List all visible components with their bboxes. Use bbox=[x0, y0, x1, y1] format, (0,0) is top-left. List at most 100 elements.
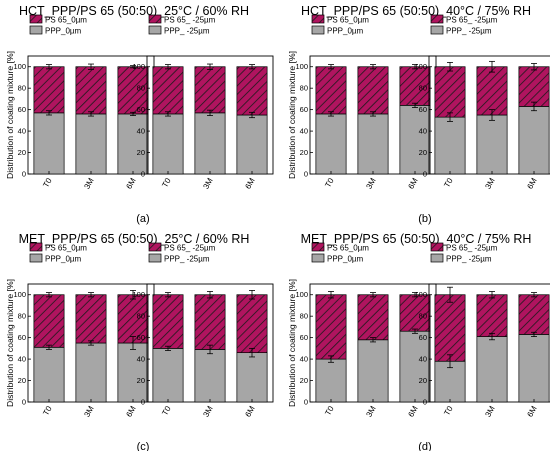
legend-swatch-ppp bbox=[29, 253, 43, 263]
bar-ppp bbox=[33, 346, 65, 403]
bar-ps65 bbox=[152, 66, 184, 115]
x-tick-label: T0 bbox=[160, 176, 173, 189]
y-tick-label: 40 bbox=[18, 127, 26, 136]
y-tick-label: 100 bbox=[295, 62, 308, 71]
y-tick-label: 60 bbox=[137, 333, 145, 342]
y-tick-label: 40 bbox=[137, 127, 145, 136]
panel-title: HCT_PPP/PS 65 (50:50)_40°C / 75% RH bbox=[301, 4, 531, 18]
x-tick-label: 6M bbox=[525, 404, 539, 418]
bar-ps65 bbox=[315, 66, 347, 115]
legend-swatch-ppp bbox=[430, 25, 444, 35]
x-tick-label: T0 bbox=[41, 176, 54, 189]
bar-ps65 bbox=[476, 66, 508, 116]
bar-ppp bbox=[236, 114, 268, 175]
y-tick-label: 20 bbox=[300, 148, 308, 157]
panel-label: (c) bbox=[137, 441, 150, 451]
bar-ps65 bbox=[194, 66, 226, 114]
y-tick-label: 80 bbox=[300, 84, 308, 93]
legend-swatch-ppp bbox=[311, 25, 325, 35]
bar-ps65 bbox=[194, 294, 226, 350]
y-tick-label: 20 bbox=[300, 376, 308, 385]
panel-title: MET_PPP/PS 65 (50:50)_40°C / 75% RH bbox=[301, 232, 532, 246]
panel-title: MET_PPP/PS 65 (50:50)_25°C / 60% RH bbox=[19, 232, 250, 246]
y-tick-label: 60 bbox=[419, 333, 427, 342]
legend: PS 65_0µm PPP_0µm bbox=[29, 14, 87, 36]
panel-title: HCT_PPP/PS 65 (50:50)_25°C / 60% RH bbox=[19, 4, 249, 18]
y-tick-label: 100 bbox=[13, 290, 26, 299]
y-tick-label: 60 bbox=[419, 105, 427, 114]
legend-swatch-ps65 bbox=[430, 242, 444, 252]
bar-ps65 bbox=[357, 66, 389, 115]
y-tick-label: 80 bbox=[18, 312, 26, 321]
legend: PS 65_ -25µm PPP_ -25µm bbox=[148, 242, 216, 264]
bar-ppp bbox=[357, 339, 389, 403]
y-tick-label: 100 bbox=[132, 290, 145, 299]
y-tick-label: 100 bbox=[414, 62, 427, 71]
bar-ppp bbox=[315, 113, 347, 175]
y-tick-label: 40 bbox=[419, 355, 427, 364]
y-tick-label: 0 bbox=[141, 170, 145, 179]
subplot-1: PS 65_0µm PPP_0µm 0 20 40 60 80 100 T0 3M 6M bbox=[295, 242, 437, 419]
y-tick-label: 80 bbox=[419, 84, 427, 93]
x-tick-label: T0 bbox=[442, 404, 455, 417]
legend-entry: PS 65_ -25µm bbox=[446, 244, 498, 253]
y-tick-label: 0 bbox=[304, 398, 308, 407]
chart-panel-d: MET_PPP/PS 65 (50:50)_40°C / 75% RH (d) Di… bbox=[287, 232, 550, 451]
legend-entry: PPP_0µm bbox=[45, 255, 82, 264]
y-tick-label: 40 bbox=[300, 355, 308, 364]
bar-ppp bbox=[194, 112, 226, 175]
bar-ps65 bbox=[117, 66, 149, 115]
y-tick-label: 60 bbox=[137, 105, 145, 114]
legend-swatch-ps65 bbox=[148, 14, 162, 24]
x-tick-label: 6M bbox=[124, 404, 138, 418]
x-tick-label: 3M bbox=[483, 176, 497, 190]
y-tick-label: 20 bbox=[18, 148, 26, 157]
bar-ppp bbox=[33, 112, 65, 175]
x-tick-label: 3M bbox=[201, 176, 215, 190]
y-tick-label: 80 bbox=[137, 312, 145, 321]
legend-entry: PS 65_0µm bbox=[45, 244, 87, 253]
bar-ps65 bbox=[518, 66, 550, 107]
legend-entry: PS 65_0µm bbox=[327, 244, 369, 253]
y-tick-label: 0 bbox=[423, 398, 427, 407]
x-tick-label: T0 bbox=[323, 176, 336, 189]
y-tick-label: 0 bbox=[304, 170, 308, 179]
x-tick-label: 3M bbox=[483, 404, 497, 418]
legend-entry: PPP_ -25µm bbox=[164, 27, 210, 36]
x-tick-label: T0 bbox=[442, 176, 455, 189]
legend-swatch-ps65 bbox=[311, 242, 325, 252]
legend-swatch-ppp bbox=[430, 253, 444, 263]
bar-ps65 bbox=[236, 66, 268, 116]
y-tick-label: 80 bbox=[137, 84, 145, 93]
legend-entry: PPP_0µm bbox=[45, 27, 82, 36]
bar-ps65 bbox=[117, 294, 149, 344]
y-tick-label: 40 bbox=[419, 127, 427, 136]
legend-entry: PPP_0µm bbox=[327, 255, 364, 264]
y-tick-label: 20 bbox=[137, 148, 145, 157]
panel-label: (a) bbox=[136, 213, 149, 225]
bar-ps65 bbox=[434, 66, 466, 118]
bar-ps65 bbox=[75, 294, 107, 344]
y-tick-label: 100 bbox=[13, 62, 26, 71]
bar-ppp bbox=[152, 113, 184, 175]
legend-entry: PS 65_ -25µm bbox=[446, 16, 498, 25]
x-tick-label: T0 bbox=[323, 404, 336, 417]
bar-ps65 bbox=[357, 294, 389, 341]
y-tick-label: 20 bbox=[137, 376, 145, 385]
bar-ppp bbox=[315, 358, 347, 403]
subplot-1: PS 65_0µm PPP_0µm 0 20 40 60 80 100 T0 3M 6M bbox=[295, 14, 437, 191]
y-tick-label: 60 bbox=[18, 105, 26, 114]
legend-entry: PS 65_0µm bbox=[45, 16, 87, 25]
chart-panel-b: HCT_PPP/PS 65 (50:50)_40°C / 75% RH (b) Di… bbox=[287, 4, 550, 225]
panel-label: (b) bbox=[418, 213, 431, 225]
bar-ppp bbox=[434, 116, 466, 175]
x-tick-label: 3M bbox=[201, 404, 215, 418]
legend: PS 65_0µm PPP_0µm bbox=[29, 242, 87, 264]
bar-ps65 bbox=[75, 66, 107, 115]
y-tick-label: 40 bbox=[137, 355, 145, 364]
legend-swatch-ps65 bbox=[29, 14, 43, 24]
legend: PS 65_ -25µm PPP_ -25µm bbox=[430, 14, 498, 36]
legend-entry: PPP_0µm bbox=[327, 27, 364, 36]
bar-ppp bbox=[75, 113, 107, 175]
